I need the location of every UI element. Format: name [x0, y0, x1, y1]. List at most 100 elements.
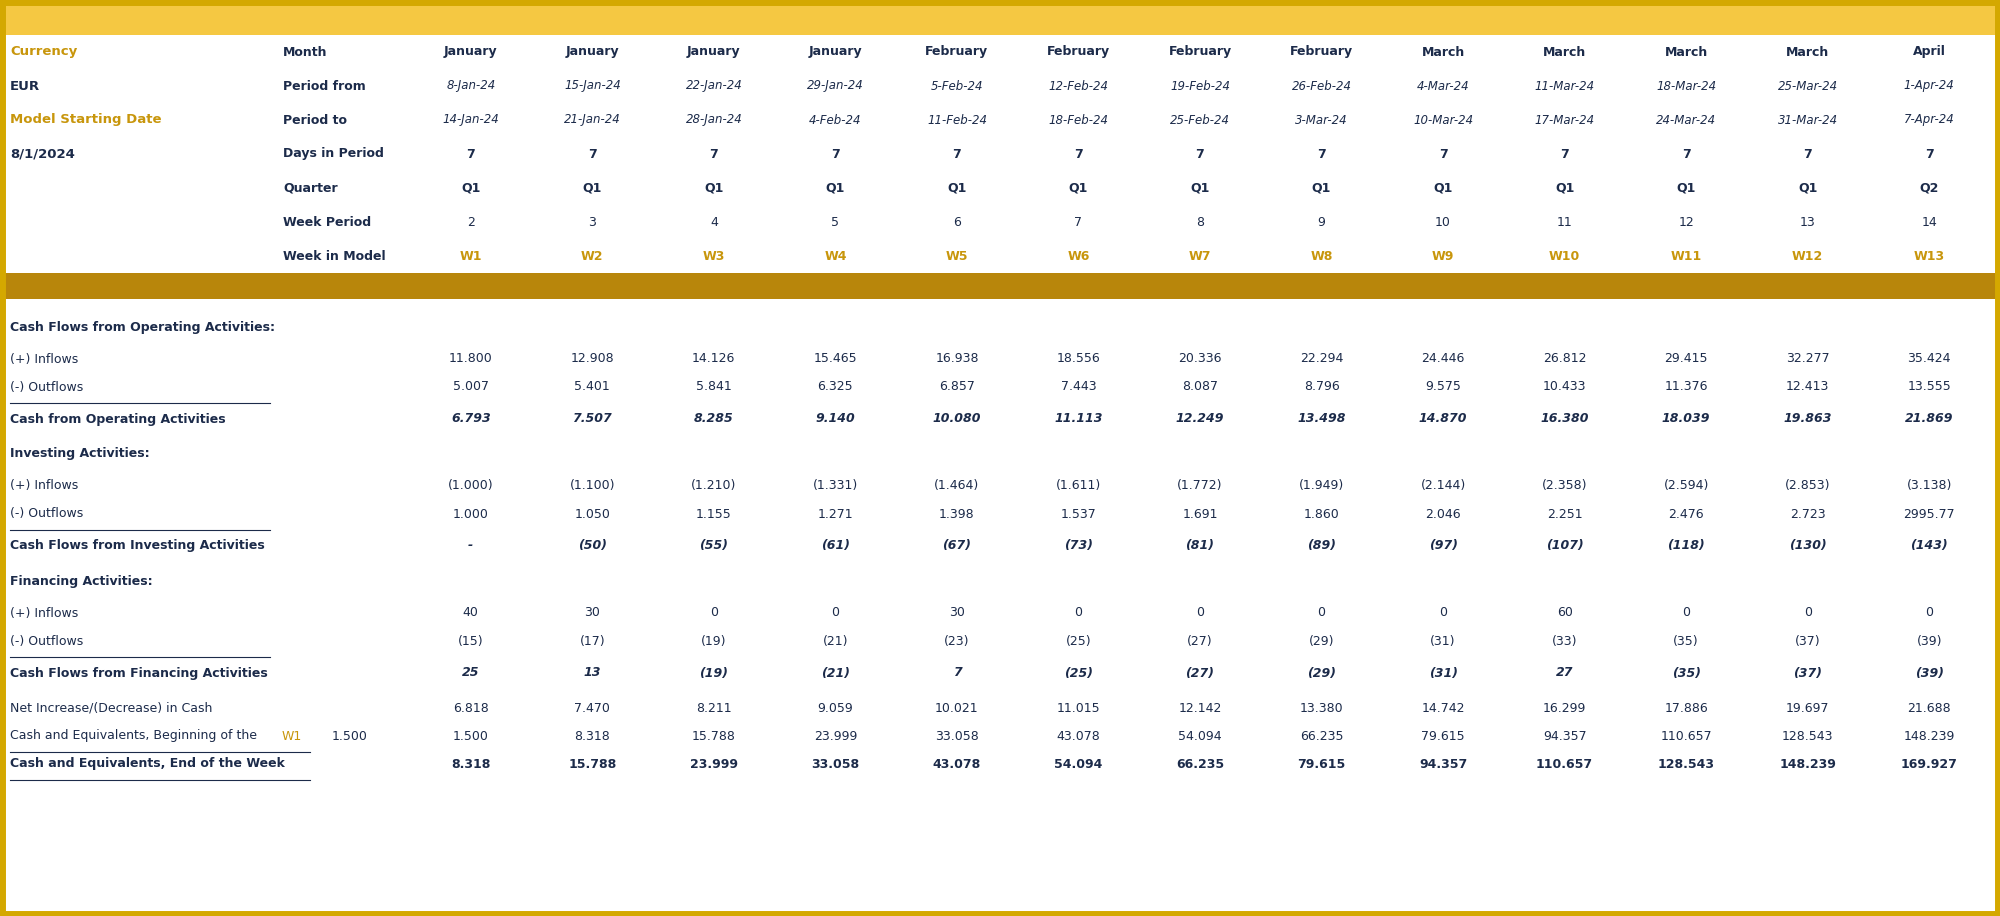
Text: 8.796: 8.796 — [1304, 380, 1340, 394]
Text: 15.465: 15.465 — [814, 353, 858, 365]
Text: 6: 6 — [952, 215, 960, 228]
Text: (29): (29) — [1308, 635, 1334, 648]
Text: 20.336: 20.336 — [1178, 353, 1222, 365]
Text: (2.358): (2.358) — [1542, 479, 1588, 493]
Text: 14.126: 14.126 — [692, 353, 736, 365]
Text: 35.424: 35.424 — [1908, 353, 1950, 365]
Text: 7: 7 — [952, 667, 962, 680]
Text: (+) Inflows: (+) Inflows — [10, 353, 78, 365]
Text: 1.860: 1.860 — [1304, 507, 1340, 520]
Text: March: March — [1422, 46, 1464, 59]
Text: 13.555: 13.555 — [1908, 380, 1952, 394]
Text: Q2: Q2 — [1920, 181, 1938, 194]
Text: 1.271: 1.271 — [818, 507, 854, 520]
Text: W11: W11 — [1670, 249, 1702, 263]
Text: 33.058: 33.058 — [936, 729, 978, 743]
Text: Q1: Q1 — [1798, 181, 1818, 194]
Text: April: April — [1912, 46, 1946, 59]
Text: Q1: Q1 — [1554, 181, 1574, 194]
Text: 11: 11 — [1556, 215, 1572, 228]
Text: (25): (25) — [1064, 667, 1092, 680]
Text: W5: W5 — [946, 249, 968, 263]
Text: 110.657: 110.657 — [1660, 729, 1712, 743]
Text: 0: 0 — [1074, 606, 1082, 619]
Text: 3: 3 — [588, 215, 596, 228]
Text: W3: W3 — [702, 249, 726, 263]
Text: Q1: Q1 — [704, 181, 724, 194]
Text: 12.142: 12.142 — [1178, 702, 1222, 714]
Text: 2995.77: 2995.77 — [1904, 507, 1956, 520]
Text: (23): (23) — [944, 635, 970, 648]
Text: 7: 7 — [1682, 147, 1690, 160]
Text: 6.818: 6.818 — [452, 702, 488, 714]
Text: 8.211: 8.211 — [696, 702, 732, 714]
Text: W13: W13 — [1914, 249, 1944, 263]
Text: February: February — [1168, 46, 1232, 59]
Text: (1.611): (1.611) — [1056, 479, 1102, 493]
Text: 16.299: 16.299 — [1542, 702, 1586, 714]
Text: Days in Period: Days in Period — [284, 147, 384, 160]
FancyBboxPatch shape — [0, 35, 2000, 273]
Text: W9: W9 — [1432, 249, 1454, 263]
FancyBboxPatch shape — [0, 299, 2000, 916]
Text: 18-Feb-24: 18-Feb-24 — [1048, 114, 1108, 126]
Text: (61): (61) — [820, 540, 850, 552]
Text: 1.500: 1.500 — [332, 729, 368, 743]
Text: Cash Flows from Investing Activities: Cash Flows from Investing Activities — [10, 540, 264, 552]
Text: 4-Mar-24: 4-Mar-24 — [1416, 80, 1470, 93]
Text: 7.443: 7.443 — [1060, 380, 1096, 394]
Text: February: February — [926, 46, 988, 59]
Text: 7: 7 — [1318, 147, 1326, 160]
Text: 24.446: 24.446 — [1422, 353, 1464, 365]
Text: 2: 2 — [466, 215, 474, 228]
Text: Week Period: Week Period — [284, 215, 372, 228]
Text: 6.857: 6.857 — [938, 380, 974, 394]
Text: (1.949): (1.949) — [1298, 479, 1344, 493]
Text: 9.575: 9.575 — [1426, 380, 1462, 394]
Text: (21): (21) — [822, 635, 848, 648]
Text: Q1: Q1 — [1676, 181, 1696, 194]
Text: (31): (31) — [1430, 635, 1456, 648]
Text: (29): (29) — [1308, 667, 1336, 680]
Text: 9.140: 9.140 — [816, 412, 856, 426]
Text: 29.415: 29.415 — [1664, 353, 1708, 365]
Text: Q1: Q1 — [1068, 181, 1088, 194]
Text: (17): (17) — [580, 635, 606, 648]
Text: 10.021: 10.021 — [936, 702, 978, 714]
Text: (-) Outflows: (-) Outflows — [10, 507, 84, 520]
Text: 22-Jan-24: 22-Jan-24 — [686, 80, 742, 93]
Text: (21): (21) — [820, 667, 850, 680]
Text: (73): (73) — [1064, 540, 1092, 552]
Text: 79.615: 79.615 — [1422, 729, 1464, 743]
Text: 7: 7 — [1438, 147, 1448, 160]
Text: 7: 7 — [1074, 147, 1082, 160]
Text: 1.500: 1.500 — [452, 729, 488, 743]
Text: 7.507: 7.507 — [572, 412, 612, 426]
Text: 13.380: 13.380 — [1300, 702, 1344, 714]
Text: (37): (37) — [1794, 635, 1820, 648]
Text: Period to: Period to — [284, 114, 348, 126]
Text: (55): (55) — [700, 540, 728, 552]
Text: W8: W8 — [1310, 249, 1332, 263]
Text: (89): (89) — [1308, 540, 1336, 552]
Text: 7: 7 — [588, 147, 596, 160]
Text: 25-Mar-24: 25-Mar-24 — [1778, 80, 1838, 93]
Text: 17.886: 17.886 — [1664, 702, 1708, 714]
Text: W1: W1 — [282, 729, 302, 743]
Text: 6.793: 6.793 — [450, 412, 490, 426]
Text: 3-Mar-24: 3-Mar-24 — [1296, 114, 1348, 126]
Text: 31-Mar-24: 31-Mar-24 — [1778, 114, 1838, 126]
Text: 148.239: 148.239 — [1780, 758, 1836, 770]
Text: (35): (35) — [1672, 667, 1700, 680]
Text: 23.999: 23.999 — [690, 758, 738, 770]
Text: 18.039: 18.039 — [1662, 412, 1710, 426]
Text: Net Increase/(Decrease) in Cash: Net Increase/(Decrease) in Cash — [10, 702, 212, 714]
Text: 18.556: 18.556 — [1056, 353, 1100, 365]
Text: 10-Mar-24: 10-Mar-24 — [1414, 114, 1474, 126]
Text: January: January — [444, 46, 498, 59]
Text: (-) Outflows: (-) Outflows — [10, 380, 84, 394]
Text: 21-Jan-24: 21-Jan-24 — [564, 114, 620, 126]
Text: W10: W10 — [1548, 249, 1580, 263]
Text: 17-Mar-24: 17-Mar-24 — [1534, 114, 1594, 126]
Text: 15.788: 15.788 — [692, 729, 736, 743]
